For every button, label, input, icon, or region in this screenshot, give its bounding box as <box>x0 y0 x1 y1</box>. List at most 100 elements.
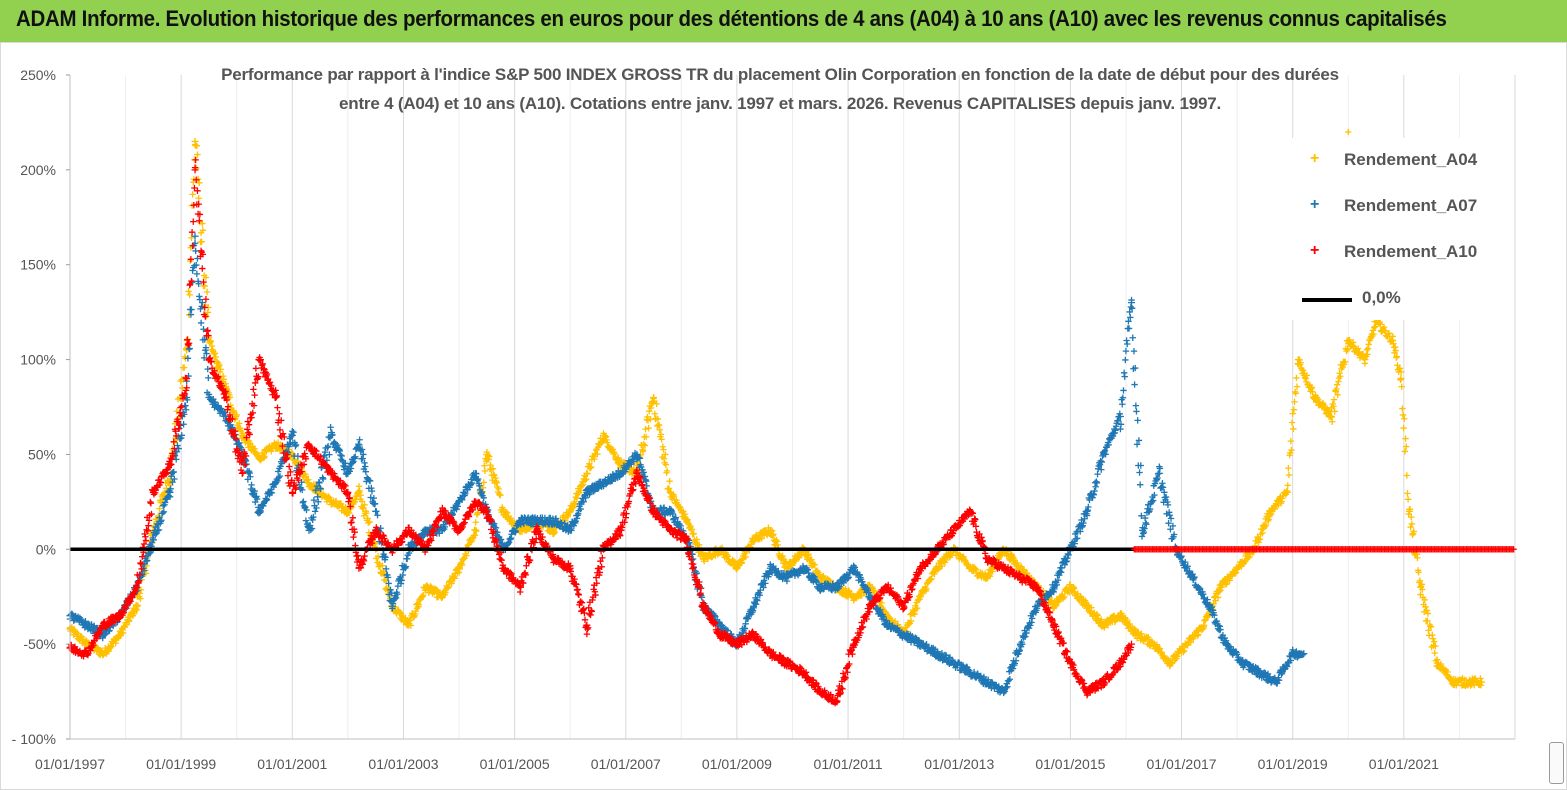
rendement-a04-point <box>188 234 195 242</box>
rendement-a07-point <box>1119 401 1126 408</box>
rendement-a04-point <box>365 519 372 527</box>
rendement-a10-point <box>190 218 197 225</box>
rendement-a04-point <box>662 461 670 468</box>
rendement-a04-point <box>1330 396 1338 403</box>
rendement-a04-point <box>420 591 427 599</box>
rendement-a07-point <box>1124 340 1131 348</box>
rendement-a07-point <box>1132 402 1140 409</box>
rendement-a04-point <box>1401 415 1408 422</box>
rendement-a04-point <box>1408 520 1416 528</box>
rendement-a04-point <box>489 465 497 473</box>
rendement-a04-point <box>640 441 647 448</box>
rendement-a04-point <box>1404 496 1412 503</box>
rendement-a04-point <box>1407 523 1414 531</box>
rendement-a10-point <box>276 426 284 434</box>
rendement-a04-point <box>363 509 370 517</box>
rendement-a04-point <box>1289 410 1296 417</box>
rendement-a04-point <box>1429 635 1437 642</box>
rendement-a04-point <box>658 436 665 443</box>
rendement-a04-point <box>1431 649 1438 657</box>
rendement-a04-point <box>1404 490 1411 497</box>
rendement-a04-point <box>1402 435 1409 442</box>
rendement-a04-point <box>212 353 219 361</box>
rendement-a07-point <box>174 442 181 449</box>
header-banner: ADAM Informe. Evolution historique des p… <box>0 0 1567 42</box>
page-title: ADAM Informe. Evolution historique des p… <box>16 6 1447 31</box>
rendement-a04-point <box>1399 405 1406 412</box>
rendement-a04-point <box>233 411 240 419</box>
rendement-a07-point <box>1131 381 1138 388</box>
rendement-a04-point <box>195 195 202 202</box>
rendement-a04-point <box>464 542 471 549</box>
rendement-a04-point <box>497 492 504 499</box>
rendement-a04-point <box>650 394 658 402</box>
rendement-a04-point <box>591 455 598 463</box>
rendement-a04-point <box>507 514 515 522</box>
rendement-a04-point <box>587 463 595 471</box>
rendement-a04-point <box>199 227 207 234</box>
rendement-a07-point <box>248 481 255 489</box>
rendement-a04-point <box>216 361 223 369</box>
rendement-a04-point <box>196 179 203 187</box>
rendement-a04-point <box>811 561 818 569</box>
rendement-a04-point <box>1290 425 1297 433</box>
rendement-a10-point <box>251 391 258 399</box>
rendement-a04-point <box>666 477 673 485</box>
rendement-a04-point <box>1288 419 1296 426</box>
rendement-a07-point <box>1130 347 1138 355</box>
rendement-a10-point <box>350 533 357 541</box>
rendement-a04-point <box>1333 381 1341 388</box>
rendement-a04-point <box>653 400 660 408</box>
rendement-a04-point <box>458 561 466 569</box>
rendement-a07-point <box>1122 356 1129 364</box>
rendement-a04-point <box>201 282 208 290</box>
rendement-a10-point <box>250 386 257 393</box>
rendement-a04-point <box>770 531 777 538</box>
rendement-a10-point <box>361 552 368 560</box>
rendement-a04-point <box>642 433 650 440</box>
rendement-a04-point <box>690 530 697 537</box>
rendement-a04-point <box>480 479 487 486</box>
rendement-a04-point <box>1403 472 1411 479</box>
rendement-a04-point <box>665 485 673 492</box>
rendement-a04-point <box>189 191 196 198</box>
rendement-a07-point <box>193 270 201 278</box>
rendement-a10-point <box>147 500 155 507</box>
rendement-a04-point <box>579 481 587 488</box>
rendement-a04-point <box>1285 464 1292 472</box>
rendement-a04-point <box>696 541 703 549</box>
rendement-a04-point <box>642 425 649 433</box>
rendement-a04-point <box>181 364 188 371</box>
rendement-a04-point <box>1331 408 1338 415</box>
rendement-a10-point <box>276 410 283 417</box>
rendement-a04-point <box>1293 374 1300 382</box>
rendement-a04-point <box>379 562 386 569</box>
rendement-a07-point <box>1136 469 1143 476</box>
rendement-a04-point <box>662 451 669 458</box>
rendement-a04-point <box>639 448 647 455</box>
rendement-a07-point <box>370 494 378 502</box>
rendement-a07-point <box>1129 334 1136 341</box>
rendement-a07-point <box>1125 325 1133 332</box>
rendement-a07-point <box>1122 347 1130 355</box>
rendement-a07-point <box>319 475 327 483</box>
rendement-a10-point <box>348 519 355 526</box>
rendement-a04-point <box>645 424 652 432</box>
rendement-a04-point <box>193 142 201 150</box>
rendement-a04-point <box>654 415 662 423</box>
rendement-a07-point <box>1166 512 1174 519</box>
rendement-a04-point <box>220 376 227 383</box>
rendement-a07-point <box>1133 408 1140 415</box>
rendement-a04-point <box>358 498 366 505</box>
rendement-a10-point <box>178 403 185 410</box>
rendement-a04-point <box>202 274 210 281</box>
rendement-a10-point <box>274 404 281 411</box>
rendement-a04-point <box>261 453 268 461</box>
rendement-a10-point <box>286 463 293 470</box>
rendement-a04-point <box>1284 482 1291 489</box>
rendement-a04-point <box>185 288 192 295</box>
rendement-a07-point <box>204 365 211 373</box>
rendement-a04-point <box>805 550 812 558</box>
rendement-a04-point <box>1399 411 1407 419</box>
rendement-a04-point <box>663 467 671 475</box>
